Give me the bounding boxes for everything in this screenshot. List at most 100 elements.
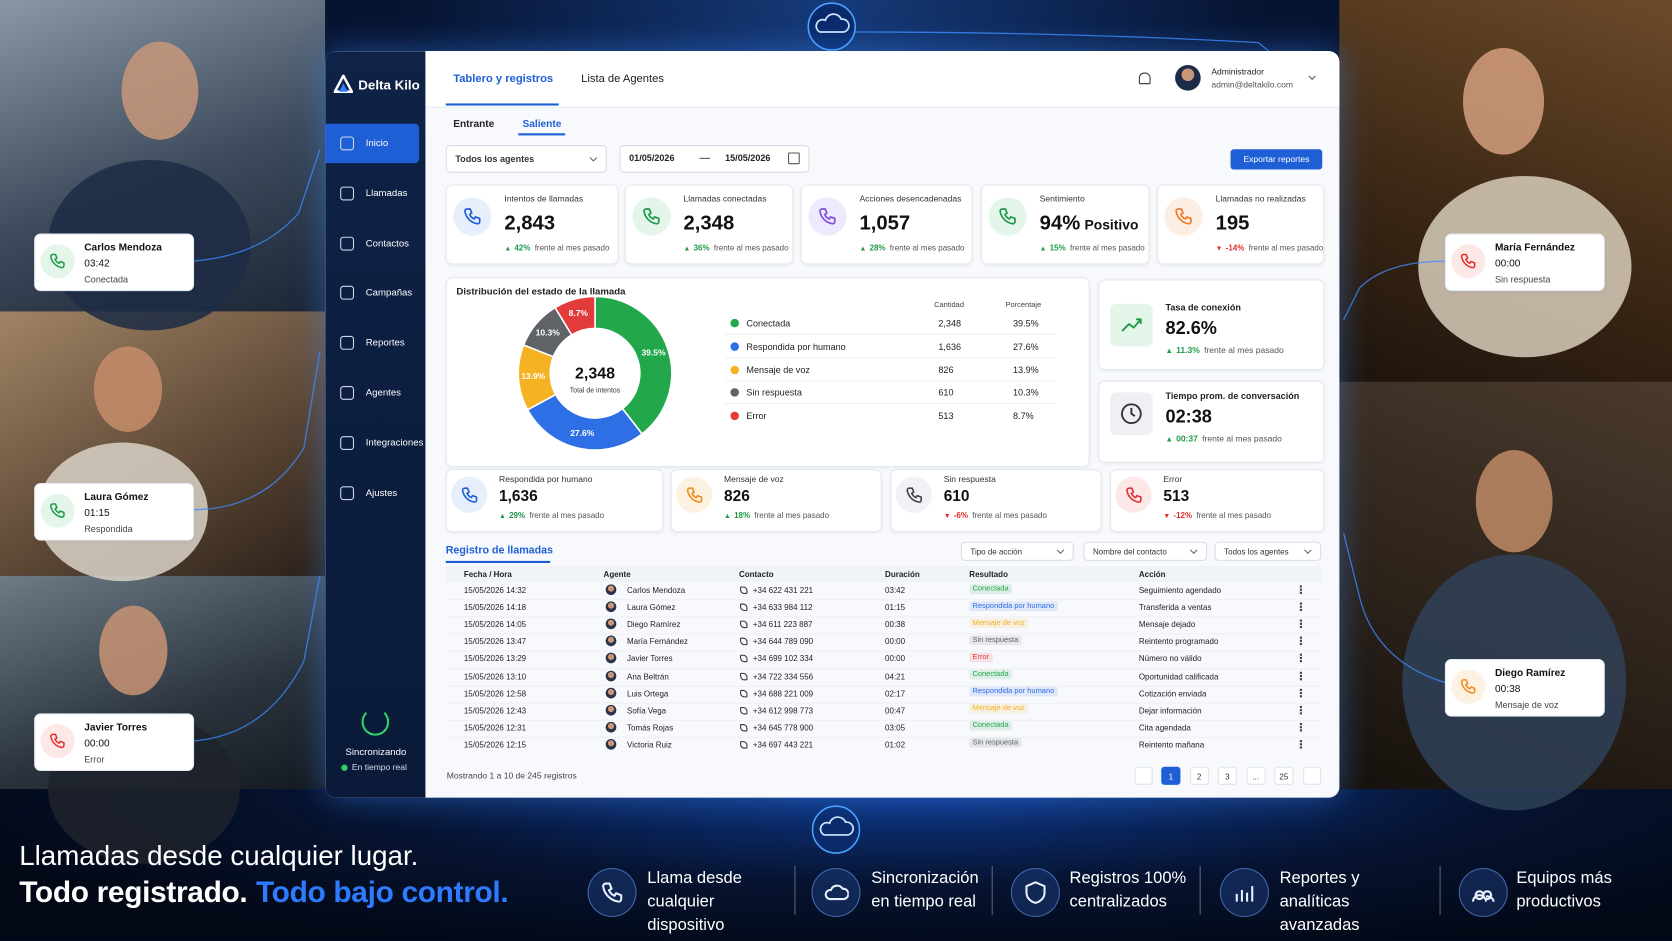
status-value: 826 bbox=[724, 488, 750, 506]
log-filter[interactable]: Todos los agentes bbox=[1214, 541, 1322, 561]
log-agent: Ana Beltrán bbox=[627, 671, 669, 681]
row-menu[interactable] bbox=[1299, 739, 1302, 743]
nav-item[interactable]: Inicio bbox=[325, 123, 420, 164]
change-note: frente al mes pasado bbox=[529, 510, 605, 521]
agent-select[interactable]: Todos los agentes bbox=[445, 145, 607, 173]
agent-avatar bbox=[605, 738, 617, 750]
feature-icon bbox=[1458, 867, 1508, 918]
row-menu[interactable] bbox=[1299, 619, 1302, 622]
user-email: admin@deltakilo.com bbox=[1211, 79, 1294, 90]
page-button[interactable]: 3 bbox=[1217, 766, 1237, 785]
nav-item[interactable]: Llamadas bbox=[325, 174, 419, 213]
row-menu[interactable] bbox=[1299, 636, 1302, 640]
legend-count: 1,636 bbox=[938, 341, 962, 352]
page-button[interactable]: 25 bbox=[1274, 766, 1294, 785]
icon-glyph bbox=[824, 884, 849, 900]
log-filter[interactable]: Nombre del contacto bbox=[1083, 541, 1208, 561]
nav-label: Campañas bbox=[365, 287, 413, 298]
donut-segment bbox=[526, 393, 644, 451]
export-button[interactable]: Exportar reportes bbox=[1230, 149, 1323, 170]
log-result: Sin respuesta bbox=[969, 738, 1022, 748]
log-date: 15/05/2026 12:15 bbox=[463, 739, 527, 750]
trend-arrow: ▲ bbox=[1039, 245, 1047, 253]
row-menu[interactable] bbox=[1299, 585, 1302, 588]
side-stat-icon bbox=[1110, 392, 1153, 436]
row-menu[interactable] bbox=[1299, 602, 1302, 605]
sub-tab[interactable]: Saliente bbox=[522, 118, 562, 131]
change-line: ▲ 36% frente al mes pasado bbox=[684, 243, 789, 253]
legend-dot bbox=[730, 342, 739, 351]
change-note: frente al mes pasado bbox=[1248, 243, 1324, 253]
change-value: 28% bbox=[869, 243, 886, 253]
page-button[interactable]: 2 bbox=[1189, 766, 1209, 785]
feature-text: Sincronización en tiempo real bbox=[871, 869, 979, 911]
log-agent: Carlos Mendoza bbox=[627, 585, 686, 596]
legend-dot bbox=[730, 365, 739, 374]
log-agent: Victoria Ruiz bbox=[627, 739, 672, 750]
nav-item[interactable]: Campañas bbox=[325, 273, 419, 312]
row-divider bbox=[445, 719, 1323, 721]
side-stat-value: 02:38 bbox=[1165, 406, 1212, 427]
row-menu[interactable] bbox=[1299, 671, 1302, 674]
feature-divider bbox=[991, 865, 993, 915]
sync-status: En tiempo real bbox=[351, 762, 407, 773]
icon-glyph bbox=[50, 253, 65, 269]
donut-label: 27.6% bbox=[570, 428, 595, 438]
caller-status: Error bbox=[84, 753, 105, 765]
change-line: ▲ 00:37 frente al mes pasado bbox=[1165, 434, 1281, 444]
log-result: Mensaje de voz bbox=[969, 703, 1028, 714]
change-note: frente al mes pasado bbox=[1204, 345, 1284, 356]
row-menu[interactable] bbox=[1299, 705, 1302, 708]
caller-status: Respondida bbox=[84, 523, 133, 535]
row-menu[interactable] bbox=[1299, 722, 1302, 725]
page-button[interactable]: ... bbox=[1246, 766, 1266, 785]
row-menu[interactable] bbox=[1299, 654, 1302, 657]
page-button[interactable]: 1 bbox=[1161, 766, 1181, 785]
status-label: Error bbox=[1163, 474, 1183, 485]
log-filter[interactable]: Tipo de acción bbox=[960, 541, 1074, 561]
kpi-value: 2,843 bbox=[504, 212, 556, 235]
caller-status: Sin respuesta bbox=[1494, 274, 1551, 285]
nav-item[interactable]: Ajustes bbox=[325, 473, 419, 512]
nav-item[interactable]: Contactos bbox=[325, 223, 419, 262]
page-next[interactable] bbox=[1303, 766, 1322, 785]
row-menu[interactable] bbox=[1299, 688, 1302, 691]
caller-name: Laura Gómez bbox=[84, 491, 149, 504]
nav-label: Reportes bbox=[365, 337, 405, 348]
log-header-bg bbox=[445, 566, 1323, 583]
nav-item[interactable]: Agentes bbox=[325, 373, 419, 412]
date-range[interactable] bbox=[619, 145, 810, 173]
donut-center-label: Total de intentos bbox=[569, 387, 621, 395]
side-stat-label: Tiempo prom. de conversación bbox=[1165, 390, 1300, 401]
contact-phone-icon bbox=[740, 723, 748, 732]
log-column: Agente bbox=[603, 569, 631, 580]
nav-item[interactable]: Integraciones bbox=[325, 423, 423, 462]
bell[interactable] bbox=[1138, 72, 1151, 85]
legend-divider bbox=[725, 403, 1056, 405]
caller-icon bbox=[1451, 669, 1486, 704]
sub-tab[interactable]: Entrante bbox=[453, 118, 495, 131]
icon-path bbox=[1235, 886, 1254, 902]
donut-center-value: 2,348 bbox=[574, 364, 616, 383]
brand-name: Delta Kilo bbox=[358, 77, 420, 93]
page-prev[interactable] bbox=[1134, 766, 1153, 785]
kpi-icon bbox=[808, 197, 847, 236]
nav-item[interactable]: Reportes bbox=[325, 323, 419, 362]
icon-path bbox=[1461, 679, 1476, 695]
side-stat-value: 82.6% bbox=[1165, 317, 1217, 339]
change-line: ▼ -12% frente al mes pasado bbox=[1163, 511, 1271, 521]
legend-count: 610 bbox=[938, 387, 954, 399]
log-date: 15/05/2026 13:29 bbox=[463, 654, 527, 664]
log-result: Respondida por humano bbox=[969, 600, 1058, 611]
caller-name: Diego Ramírez bbox=[1494, 667, 1566, 680]
caller-icon bbox=[40, 724, 75, 759]
top-tab[interactable]: Tablero y registros bbox=[453, 72, 554, 86]
log-contact: +34 612 998 773 bbox=[752, 705, 814, 716]
change-value: -14% bbox=[1225, 243, 1245, 253]
legend-pct: 39.5% bbox=[1013, 317, 1039, 329]
log-contact: +34 633 984 112 bbox=[752, 602, 813, 613]
top-tab[interactable]: Lista de Agentes bbox=[581, 72, 664, 86]
log-agent: Luis Ortega bbox=[627, 688, 669, 699]
legend-pct: 27.6% bbox=[1013, 341, 1039, 352]
brand-logo bbox=[333, 74, 353, 93]
